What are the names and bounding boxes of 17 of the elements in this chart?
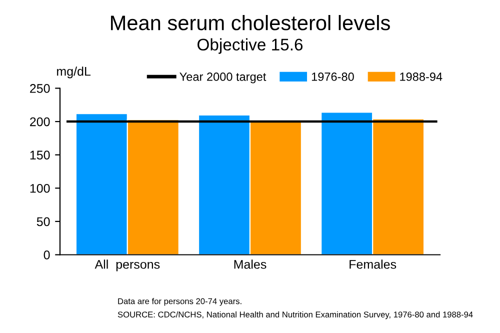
x-tick-label: Males (234, 260, 266, 269)
legend-label: 1988-94 (400, 72, 442, 81)
y-tick-label: 150 (30, 150, 50, 160)
y-tick-label: 200 (30, 117, 50, 126)
legend-label: 1976-80 (312, 72, 354, 81)
source-note: SOURCE: CDC/NCHS, National Health and Nutrition Examination Survey, 1976-80 and 1988-94 (118, 311, 473, 320)
y-tick-label: 250 (30, 84, 50, 93)
y-tick-label: 50 (36, 217, 50, 226)
chart-title: Mean serum cholesterol levels (111, 14, 390, 30)
legend-label: Year 2000 target (180, 72, 266, 84)
y-tick-label: 0 (44, 250, 50, 260)
x-tick-label: Females (350, 260, 396, 269)
y-axis-title: mg/dL (57, 66, 91, 78)
text: Data are for persons 20-74 years. (118, 298, 242, 306)
y-tick-label: 100 (30, 184, 50, 193)
x-tick-label: All persons (94, 260, 160, 272)
chart-subtitle: Objective 15.6 (198, 38, 303, 54)
